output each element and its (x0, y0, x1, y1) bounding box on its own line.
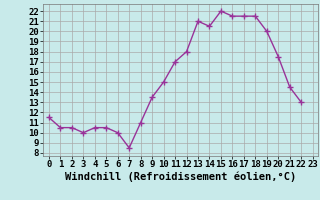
X-axis label: Windchill (Refroidissement éolien,°C): Windchill (Refroidissement éolien,°C) (65, 172, 296, 182)
